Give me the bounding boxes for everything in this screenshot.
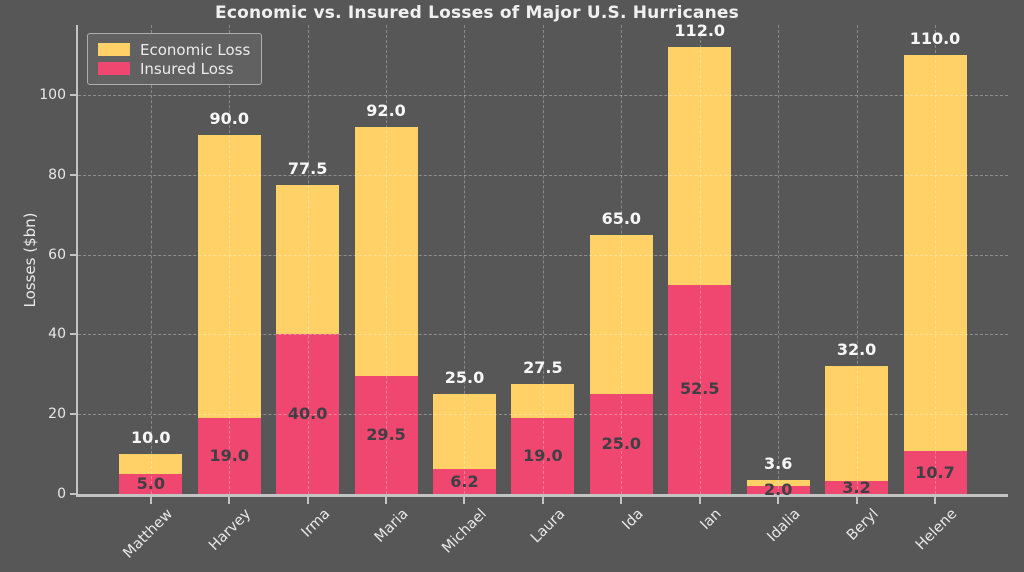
x-tick-mark — [306, 497, 309, 504]
bar-insured-laura — [511, 418, 575, 494]
y-tick-label: 100 — [39, 87, 66, 103]
legend-label-insured: Insured Loss — [140, 59, 234, 78]
gridline-vertical — [150, 25, 152, 494]
economic-value-label: 10.0 — [131, 428, 171, 448]
legend: Economic Loss Insured Loss — [87, 33, 262, 85]
gridline-vertical — [621, 25, 623, 494]
gridline-vertical — [307, 25, 309, 494]
x-tick-label-michael: Michael — [439, 506, 490, 557]
x-tick-label-beryl: Beryl — [844, 506, 882, 544]
economic-value-label: 112.0 — [674, 21, 726, 41]
x-tick-label-idalia: Idalia — [764, 506, 804, 546]
gridline-vertical — [542, 25, 544, 494]
bar-economic-beryl — [825, 366, 889, 494]
bar-insured-maria — [354, 376, 418, 494]
economic-value-label: 27.5 — [523, 358, 563, 378]
x-tick-mark — [463, 497, 466, 504]
y-tick-mark — [70, 493, 77, 495]
x-tick-mark — [934, 497, 936, 504]
bar-insured-idalia — [746, 486, 810, 494]
insured-value-label: 5.0 — [136, 474, 165, 494]
gridline-vertical — [229, 25, 231, 494]
insured-value-label: 19.0 — [523, 446, 563, 466]
x-tick-label-harvey: Harvey — [206, 506, 255, 554]
x-tick-mark — [777, 497, 780, 504]
chart-title: Economic vs. Insured Losses of Major U.S… — [215, 3, 739, 23]
insured-value-label: 3.2 — [842, 477, 871, 497]
gridline-horizontal — [78, 254, 1008, 256]
y-tick-mark — [70, 173, 77, 176]
y-tick-label: 0 — [57, 486, 66, 502]
x-tick-mark — [698, 497, 701, 504]
y-tick-label: 80 — [48, 166, 66, 183]
x-tick-mark — [620, 497, 623, 504]
legend-swatch-economic — [98, 43, 130, 56]
x-tick-mark — [855, 497, 858, 504]
insured-value-label: 40.0 — [287, 404, 328, 424]
economic-value-label: 25.0 — [444, 368, 485, 388]
insured-value-label: 19.0 — [209, 446, 249, 466]
economic-value-label: 77.5 — [287, 158, 328, 178]
x-axis-line — [76, 494, 1008, 497]
y-tick-label: 40 — [48, 326, 66, 343]
x-tick-mark — [149, 497, 152, 504]
economic-value-label: 92.0 — [366, 100, 406, 120]
y-tick-mark — [70, 253, 77, 256]
bar-insured-beryl — [825, 481, 889, 494]
legend-swatch-insured — [98, 62, 130, 75]
insured-value-label: 10.7 — [915, 462, 955, 482]
economic-value-label: 32.0 — [836, 340, 877, 360]
insured-value-label: 52.5 — [679, 379, 720, 399]
gridline-vertical — [464, 25, 466, 494]
economic-value-label: 65.0 — [601, 208, 642, 228]
gridline-horizontal — [78, 174, 1008, 176]
economic-value-label: 3.6 — [763, 453, 793, 473]
gridline-vertical — [699, 25, 701, 494]
insured-value-label: 29.5 — [366, 425, 406, 445]
legend-item-economic: Economic Loss — [98, 40, 251, 59]
x-tick-label-laura: Laura — [527, 506, 569, 547]
y-tick-label: 20 — [48, 406, 66, 423]
bar-insured-ian — [668, 284, 732, 494]
x-tick-label-ida: Ida — [619, 506, 647, 534]
bar-economic-helene — [903, 55, 967, 494]
bar-insured-michael — [432, 469, 496, 494]
x-tick-mark — [228, 497, 231, 504]
x-tick-label-ian: Ian — [697, 506, 726, 534]
insured-value-label: 2.0 — [763, 480, 793, 499]
x-tick-label-helene: Helene — [913, 506, 961, 554]
bar-insured-helene — [903, 451, 967, 494]
economic-value-label: 110.0 — [909, 29, 961, 49]
y-tick-label: 60 — [48, 246, 66, 263]
y-axis-line — [76, 25, 78, 495]
y-tick-mark — [70, 333, 77, 336]
x-tick-label-irma: Irma — [298, 506, 333, 541]
insured-value-label: 25.0 — [601, 434, 642, 454]
gridline-vertical — [386, 25, 388, 494]
x-tick-mark — [385, 497, 388, 504]
bar-insured-harvey — [197, 418, 261, 494]
bar-insured-matthew — [119, 474, 183, 494]
x-tick-label-maria: Maria — [371, 506, 412, 546]
gridline-vertical — [935, 25, 936, 494]
insured-value-label: 6.2 — [450, 471, 479, 491]
x-tick-label-matthew: Matthew — [120, 506, 177, 562]
gridline-horizontal — [78, 414, 1008, 416]
legend-item-insured: Insured Loss — [98, 59, 251, 78]
gridline-vertical — [856, 25, 858, 494]
bar-insured-ida — [589, 394, 653, 494]
gridline-vertical — [778, 25, 780, 494]
economic-value-label: 90.0 — [209, 108, 249, 128]
gridline-horizontal — [78, 95, 1008, 96]
x-tick-mark — [541, 497, 544, 504]
gridline-horizontal — [78, 334, 1008, 336]
y-tick-mark — [70, 94, 77, 96]
bar-insured-irma — [276, 334, 340, 494]
y-tick-mark — [70, 413, 77, 416]
legend-label-economic: Economic Loss — [140, 40, 251, 59]
